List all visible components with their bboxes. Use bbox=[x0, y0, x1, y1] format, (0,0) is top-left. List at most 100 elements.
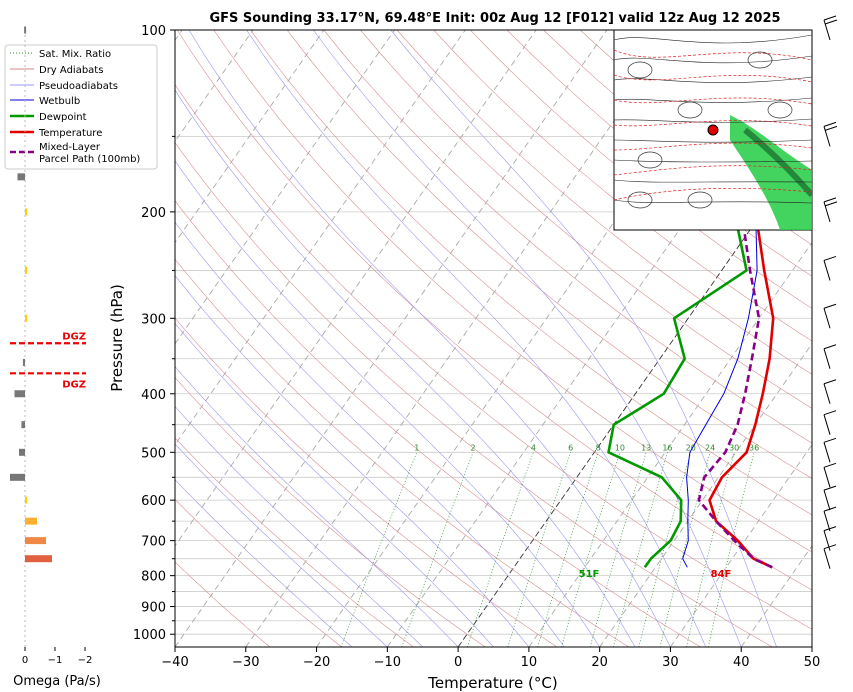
omega-bar bbox=[25, 517, 37, 525]
legend-label: Temperature bbox=[38, 128, 102, 139]
chart-title: GFS Sounding 33.17°N, 69.48°E Init: 00z … bbox=[209, 11, 780, 26]
legend-label: Dry Adiabats bbox=[39, 65, 103, 76]
dry-adiabat-line bbox=[175, 498, 342, 647]
omega-bar bbox=[25, 555, 52, 563]
y-tick-label: 700 bbox=[141, 535, 166, 550]
pseudoadiabat-line bbox=[188, 30, 671, 647]
wind-barb bbox=[823, 485, 837, 511]
mixing-ratio-line bbox=[659, 452, 711, 647]
mixing-ratio-line bbox=[708, 452, 755, 647]
wind-barb bbox=[823, 437, 837, 463]
pseudoadiabat-line bbox=[246, 30, 707, 647]
isotherm-line bbox=[599, 342, 812, 647]
y-tick-label: 500 bbox=[141, 446, 166, 461]
mixing-ratio-line bbox=[537, 452, 599, 647]
mixing-ratio-label: 16 bbox=[662, 443, 672, 452]
x-tick-label: 0 bbox=[454, 655, 462, 670]
y-tick-label: 300 bbox=[141, 312, 166, 327]
wind-barb bbox=[823, 303, 837, 329]
omega-bar bbox=[17, 173, 25, 181]
mixing-ratio-label: 13 bbox=[641, 443, 651, 452]
pseudoadiabat-line bbox=[175, 160, 600, 647]
omega-bar bbox=[19, 448, 25, 456]
y-tick-label: 600 bbox=[141, 494, 166, 509]
isotherm-line bbox=[175, 30, 608, 647]
wind-barb bbox=[823, 197, 838, 223]
dry-adiabat-line bbox=[175, 258, 629, 647]
omega-bar bbox=[25, 496, 27, 504]
x-tick-label: 50 bbox=[804, 655, 821, 670]
pseudoadiabat-line bbox=[175, 406, 423, 647]
location-marker bbox=[707, 124, 719, 136]
y-tick-label: 1000 bbox=[133, 628, 166, 643]
mixing-ratio-line bbox=[561, 452, 621, 647]
x-tick-label: 30 bbox=[662, 655, 679, 670]
omega-axis-label: Omega (Pa/s) bbox=[13, 674, 101, 689]
legend-label: Dewpoint bbox=[39, 112, 87, 123]
mixing-ratio-line bbox=[401, 452, 474, 647]
wind-barb bbox=[823, 544, 837, 569]
plot-frame bbox=[174, 29, 813, 648]
y-tick-label: 200 bbox=[141, 206, 166, 221]
pseudoadiabat-line bbox=[175, 479, 353, 647]
mixing-ratio-line bbox=[686, 452, 735, 647]
isotherm-line bbox=[386, 39, 812, 647]
isotherm-line bbox=[245, 30, 679, 647]
x-tick-label: 10 bbox=[521, 655, 538, 670]
y-tick-label: 900 bbox=[141, 601, 166, 616]
mixing-ratio-label: 8 bbox=[596, 443, 601, 452]
isotherm-line bbox=[811, 646, 812, 647]
x-tick-label: 20 bbox=[591, 655, 608, 670]
omega-panel: DGZ DGZ 0 −1 −2 Omega (Pa/s) bbox=[10, 26, 101, 689]
wind-barb bbox=[823, 410, 837, 435]
dry-adiabat-line bbox=[175, 561, 271, 647]
x-tick-label: −40 bbox=[161, 655, 188, 670]
surface-dewpoint-label: 51F bbox=[579, 569, 600, 580]
wind-barb bbox=[823, 15, 838, 41]
pseudoadiabat-line bbox=[175, 322, 494, 647]
wind-barb bbox=[823, 121, 838, 147]
mixing-ratio-labels: 1 2 4 6 8 10 13 16 20 24 30 36 bbox=[414, 443, 759, 452]
mixing-ratio-label: 4 bbox=[531, 443, 536, 452]
x-tick-label: −10 bbox=[374, 655, 401, 670]
dry-adiabat-line bbox=[250, 30, 812, 516]
thermo-guide-lines bbox=[175, 30, 812, 647]
mixing-ratio-line bbox=[613, 452, 668, 647]
legend-label: Sat. Mix. Ratio bbox=[39, 49, 111, 60]
wetbulb-line bbox=[682, 30, 778, 568]
inset-map-contours bbox=[614, 34, 812, 230]
omega-bar bbox=[25, 314, 27, 322]
dry-adiabat-line bbox=[213, 30, 812, 553]
legend-label: Parcel Path (100mb) bbox=[39, 154, 140, 165]
dry-adiabat-line bbox=[323, 30, 812, 444]
omega-tick-label: −1 bbox=[48, 655, 63, 666]
wind-barb bbox=[823, 255, 837, 281]
x-axis: −40 −30 −20 −10 0 10 20 30 40 50 bbox=[161, 647, 820, 670]
x-tick-label: −20 bbox=[303, 655, 330, 670]
dry-adiabat-line bbox=[396, 30, 812, 375]
pseudoadiabat-line bbox=[175, 221, 565, 647]
dry-adiabat-line bbox=[175, 142, 773, 647]
legend-label: Pseudoadiabats bbox=[39, 81, 118, 92]
omega-bar bbox=[14, 390, 25, 398]
dry-adiabat-line bbox=[433, 30, 812, 342]
dry-adiabat-line bbox=[360, 30, 812, 409]
surface-temperature-label: 84F bbox=[711, 569, 732, 580]
x-axis-label: Temperature (°C) bbox=[427, 674, 557, 692]
dry-adiabat-line bbox=[175, 377, 486, 647]
omega-bar bbox=[10, 473, 25, 481]
dewpoint-line bbox=[607, 30, 757, 569]
omega-tick-label: 0 bbox=[22, 655, 28, 666]
parcel-path-line bbox=[697, 30, 773, 569]
wind-barb bbox=[823, 379, 837, 404]
pseudoadiabat-line bbox=[175, 275, 530, 647]
isotherm-line bbox=[528, 241, 812, 647]
y-tick-label: 800 bbox=[141, 570, 166, 585]
mixing-ratio-label: 2 bbox=[470, 443, 475, 452]
wind-barb bbox=[823, 344, 837, 369]
dry-adiabat-line bbox=[176, 30, 812, 591]
legend-label: Wetbulb bbox=[39, 96, 80, 107]
y-axis: 100 200 300 400 500 600 700 800 900 1000 bbox=[133, 24, 175, 643]
omega-tick-label: −2 bbox=[78, 655, 93, 666]
